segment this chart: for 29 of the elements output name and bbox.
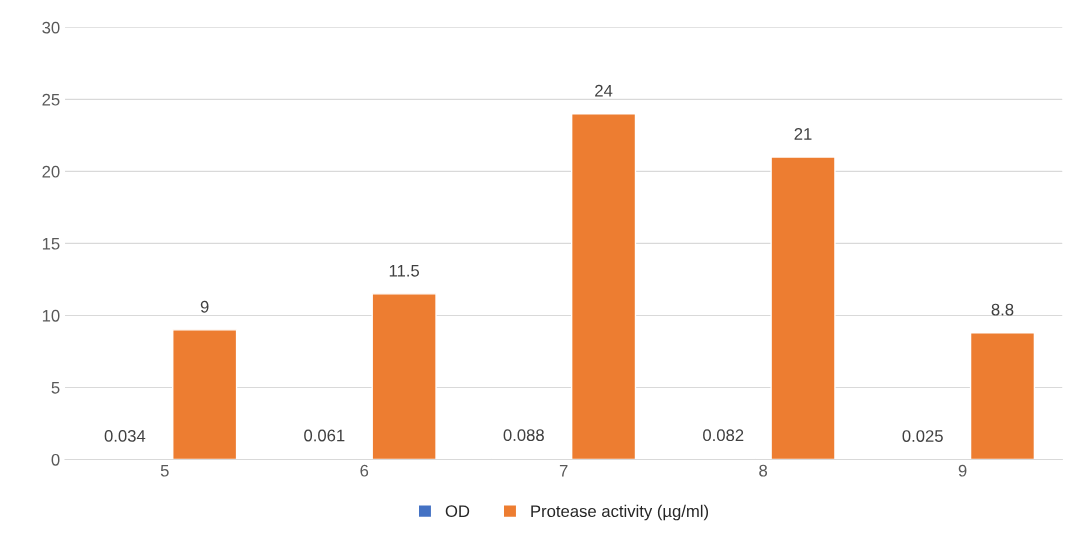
- data-label: 0.025: [902, 430, 943, 442]
- x-tick-label: 6: [360, 464, 369, 477]
- bar: [770, 156, 836, 460]
- legend-label: OD: [445, 505, 470, 518]
- y-tick-label: 0: [51, 453, 60, 466]
- data-label: 21: [794, 128, 812, 140]
- data-label: 0.061: [304, 429, 345, 442]
- data-label: 0.088: [503, 429, 544, 442]
- y-tick-label: 25: [42, 93, 60, 106]
- x-tick-label: 7: [559, 464, 568, 477]
- y-tick-label: 10: [42, 309, 60, 322]
- x-tick-label: 5: [160, 464, 169, 477]
- data-label: 0.082: [703, 429, 744, 442]
- bar: [371, 293, 437, 460]
- x-tick-label: 8: [759, 464, 768, 477]
- data-label: 8.8: [991, 303, 1014, 316]
- y-tick-label: 5: [51, 382, 60, 394]
- legend-label: Protease activity (µg/ml): [531, 504, 709, 521]
- y-tick-label: 30: [42, 21, 60, 34]
- x-tick-label: 9: [958, 464, 967, 477]
- bar: [969, 332, 1036, 460]
- y-tick-label: 15: [42, 237, 60, 250]
- bar: [570, 113, 637, 460]
- data-label: 11.5: [389, 265, 420, 277]
- bar: [172, 329, 238, 460]
- data-label: 24: [595, 84, 613, 97]
- y-tick-label: 20: [42, 165, 60, 178]
- data-label: 0.034: [104, 430, 146, 442]
- data-label: 9: [200, 300, 209, 313]
